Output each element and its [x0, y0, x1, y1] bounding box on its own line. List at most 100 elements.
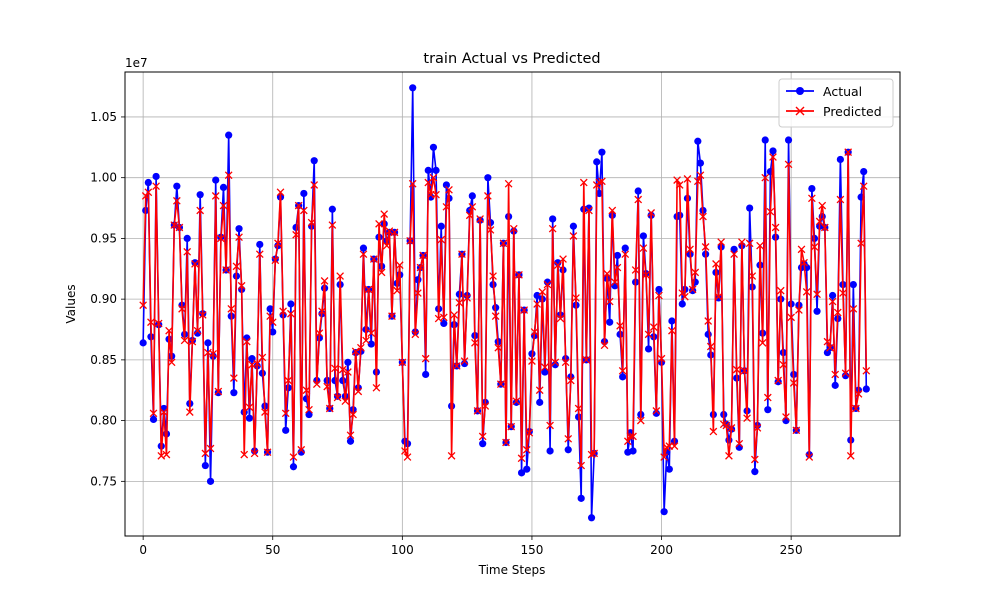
x-tick-label: 0	[139, 543, 147, 557]
predicted-point	[673, 176, 681, 184]
predicted-point	[579, 178, 588, 187]
actual-point	[139, 339, 147, 347]
predicted-point	[237, 281, 246, 290]
actual-point	[225, 131, 233, 139]
predicted-point	[478, 432, 487, 441]
actual-point	[639, 232, 647, 240]
actual-point	[541, 368, 549, 376]
predicted-point	[556, 314, 565, 323]
actual-point	[621, 244, 629, 252]
y-axis-label: Values	[64, 284, 78, 323]
predicted-point	[766, 207, 775, 216]
predicted-point	[675, 181, 684, 189]
actual-point	[429, 143, 438, 151]
actual-point	[849, 280, 857, 289]
predicted-point	[771, 223, 780, 232]
series-predicted	[139, 148, 871, 470]
predicted-point	[183, 247, 192, 256]
predicted-point	[481, 402, 490, 410]
actual-point	[836, 155, 844, 164]
predicted-point	[292, 230, 300, 239]
predicted-point	[774, 376, 783, 385]
predicted-point	[857, 239, 865, 248]
predicted-point	[826, 343, 834, 352]
predicted-point	[603, 269, 611, 278]
plot-area	[139, 84, 871, 522]
predicted-point	[442, 202, 451, 211]
predicted-point	[178, 304, 186, 313]
predicted-point	[349, 410, 357, 419]
predicted-point	[831, 370, 840, 379]
predicted-point	[657, 354, 666, 363]
predicted-point	[745, 239, 754, 248]
predicted-point	[147, 318, 155, 327]
predicted-point	[636, 416, 645, 425]
predicted-point	[328, 221, 337, 229]
predicted-point	[748, 272, 757, 280]
predicted-point	[810, 243, 819, 251]
predicted-point	[279, 307, 287, 316]
actual-point	[784, 136, 793, 144]
predicted-point	[310, 181, 319, 189]
actual-point	[310, 157, 318, 165]
predicted-point	[390, 228, 399, 237]
predicted-point	[261, 408, 269, 416]
actual-point	[543, 278, 552, 286]
predicted-point	[473, 407, 482, 415]
x-tick-label: 50	[265, 543, 280, 557]
predicted-point	[525, 428, 534, 437]
predicted-point	[139, 301, 148, 310]
predicted-point	[846, 451, 855, 460]
predicted-point	[696, 171, 705, 180]
predicted-point	[377, 268, 386, 277]
predicted-point	[564, 434, 573, 443]
actual-point	[245, 414, 254, 422]
actual-point	[289, 463, 298, 471]
predicted-point	[144, 188, 153, 197]
actual-point	[173, 182, 181, 190]
predicted-point	[818, 201, 827, 210]
predicted-point	[800, 258, 808, 267]
actual-point	[432, 166, 440, 174]
predicted-point	[504, 179, 513, 188]
actual-point	[549, 215, 557, 223]
actual-point	[813, 307, 821, 315]
predicted-point	[450, 311, 459, 319]
actual-point	[460, 359, 469, 368]
predicted-point	[401, 447, 409, 455]
predicted-point	[315, 329, 324, 338]
actual-point	[183, 234, 191, 243]
actual-point	[437, 222, 445, 230]
predicted-point	[528, 357, 536, 365]
predicted-point	[608, 206, 617, 215]
predicted-point	[753, 424, 762, 432]
actual-point	[243, 334, 251, 342]
predicted-point	[266, 312, 275, 321]
actual-point	[554, 259, 562, 267]
predicted-point	[312, 380, 321, 389]
predicted-point	[362, 336, 370, 345]
predicted-point	[686, 245, 694, 254]
actual-point	[769, 147, 777, 155]
predicted-point	[813, 290, 821, 299]
actual-point	[660, 508, 668, 516]
actual-point	[269, 328, 277, 336]
actual-point	[424, 166, 432, 174]
y-axis-ticks: 0.75 0.80 0.85 0.90 0.95 1.00 1.05	[90, 110, 125, 488]
predicted-point	[489, 272, 497, 280]
predicted-point	[458, 250, 466, 259]
predicted-point	[727, 424, 736, 432]
actual-point	[831, 381, 839, 389]
actual-point	[764, 406, 772, 414]
predicted-point	[196, 206, 205, 215]
predicted-point	[452, 362, 461, 370]
predicted-point	[219, 201, 228, 210]
predicted-point	[393, 286, 402, 295]
predicted-point	[491, 312, 500, 321]
actual-point	[422, 370, 430, 379]
predicted-point	[359, 250, 368, 259]
actual-point	[193, 329, 202, 337]
predicted-point	[561, 358, 570, 367]
actual-point	[782, 417, 790, 425]
predicted-point	[776, 286, 785, 295]
